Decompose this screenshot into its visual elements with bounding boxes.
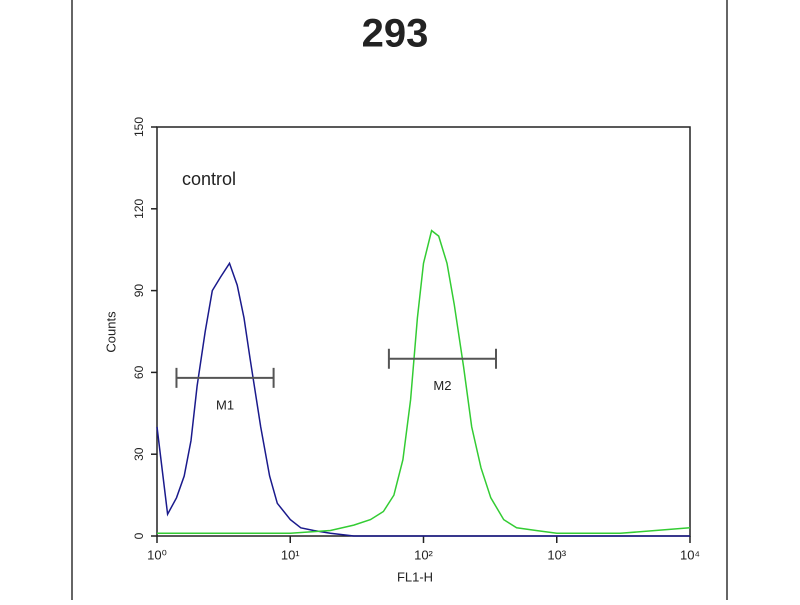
x-tick-label: 10⁰ [147,547,167,562]
x-tick-label: 10¹ [281,547,300,562]
gate-label: M1 [216,397,234,412]
x-tick-label: 10³ [547,547,566,562]
y-tick-label: 150 [132,117,146,137]
y-tick-label: 90 [132,284,146,298]
x-tick-label: 10⁴ [680,547,700,562]
y-tick-label: 60 [132,365,146,379]
x-axis-label: FL1-H [397,569,433,584]
frame [71,0,728,602]
y-tick-label: 0 [132,532,146,539]
histogram-line [156,261,690,537]
chart-title: 293 [362,12,429,56]
gate-label: M2 [433,378,451,393]
x-tick-label: 10² [414,547,433,562]
annotation: control [182,169,236,189]
y-tick-label: 120 [132,198,146,218]
histogram-line [157,229,691,535]
y-tick-label: 30 [132,447,146,461]
y-axis-label: Counts [103,311,118,353]
